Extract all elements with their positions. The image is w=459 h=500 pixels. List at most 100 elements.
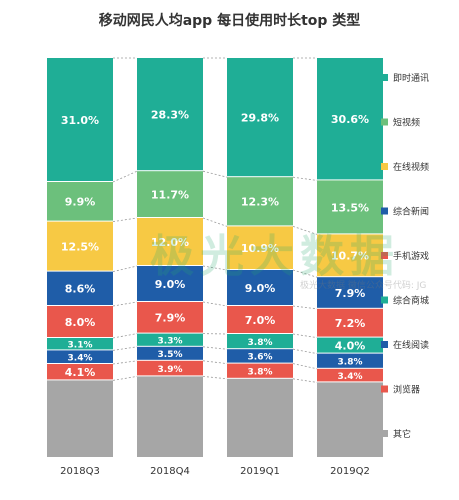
connector-line: [202, 170, 228, 178]
data-label: 3.8%: [248, 338, 273, 348]
bar-segment: [227, 306, 293, 333]
data-label: 11.7%: [151, 189, 189, 202]
bar-segment: [47, 350, 113, 363]
legend-swatch: [381, 385, 388, 393]
bar-column: 4.1% 3.4% 3.1% 8.0% 8.6% 12.5% 9.9% 31.0%: [47, 58, 113, 457]
data-label: 4.1%: [65, 366, 96, 379]
data-label: 3.8%: [338, 357, 363, 367]
connector-line: [292, 333, 318, 338]
data-label: 10.7%: [331, 250, 369, 263]
bar-segment: [47, 338, 113, 350]
data-label: 3.3%: [158, 336, 183, 346]
data-label: 3.5%: [158, 350, 183, 360]
connector-line: [292, 348, 318, 354]
bar-segment: [137, 218, 203, 265]
bar-segment: [137, 333, 203, 346]
chart-title: 移动网民人均app 每日使用时长top 类型: [98, 13, 361, 29]
bar-column: 3.8% 3.6% 3.8% 7.0% 9.0% 10.9% 12.3% 29.8%: [227, 58, 293, 457]
bar-segment: [317, 234, 383, 277]
legend-label: 其它: [393, 428, 411, 440]
bar-segment: [317, 277, 383, 308]
connector-line: [112, 301, 138, 307]
data-label: 13.5%: [331, 201, 369, 214]
bar-column: 3.9% 3.5% 3.3% 7.9% 9.0% 12.0% 11.7% 28.3%: [137, 58, 203, 457]
bar-segment: [47, 364, 113, 380]
legend-swatch: [381, 430, 388, 437]
data-label: 3.9%: [158, 365, 183, 375]
data-label: 28.3%: [151, 109, 189, 122]
legend-label: 在线视频: [393, 161, 429, 173]
data-label: 29.8%: [241, 112, 279, 125]
bar-segment: [137, 376, 203, 457]
connector-line: [202, 217, 228, 227]
connector-line: [112, 376, 138, 381]
connector-line: [202, 376, 228, 380]
bar-segment: [317, 337, 383, 353]
data-label: 3.6%: [248, 353, 273, 363]
data-label: 8.6%: [65, 283, 96, 296]
bar-segment: [47, 380, 113, 457]
legend-swatch: [381, 207, 388, 215]
legend-label: 即时通讯: [393, 72, 429, 84]
bar-segment: [47, 182, 113, 221]
data-label: 3.8%: [248, 367, 273, 377]
data-label: 12.3%: [241, 196, 279, 209]
data-label: 9.0%: [155, 278, 186, 291]
connector-line: [202, 346, 228, 350]
legend-label: 短视频: [393, 117, 420, 129]
bar-segment: [227, 334, 293, 349]
bar-segment: [47, 221, 113, 271]
connector-lines: [112, 57, 318, 383]
bar-segment: [317, 180, 383, 234]
legend-label: 浏览器: [393, 384, 420, 396]
data-label: 8.0%: [65, 316, 96, 329]
connector-line: [292, 305, 318, 310]
data-label: 7.9%: [155, 312, 186, 325]
bar-segment: [137, 171, 203, 217]
bar-segment: [137, 266, 203, 301]
bar-segment: [47, 271, 113, 305]
bar-segment: [47, 58, 113, 181]
data-label: 3.4%: [338, 372, 363, 382]
connector-line: [292, 378, 318, 383]
bar-segment: [227, 349, 293, 363]
x-tick-label: 2019Q1: [240, 466, 280, 477]
data-label: 30.6%: [331, 113, 369, 126]
legend-swatch: [381, 74, 388, 81]
data-label: 3.4%: [68, 353, 93, 363]
data-label: 12.0%: [151, 236, 189, 249]
connector-line: [292, 176, 318, 181]
bar-segment: [47, 306, 113, 337]
connector-line: [202, 301, 228, 307]
bar-segment: [137, 58, 203, 171]
connector-line: [112, 170, 138, 183]
data-label: 9.0%: [245, 282, 276, 295]
connector-line: [292, 269, 318, 278]
legend-swatch: [381, 341, 388, 348]
data-label: 4.0%: [335, 340, 366, 353]
data-label: 10.9%: [241, 242, 279, 255]
bar-segment: [137, 302, 203, 333]
x-tick-label: 2019Q2: [330, 466, 370, 477]
connector-line: [112, 217, 138, 222]
legend-swatch: [381, 296, 388, 304]
connector-line: [292, 226, 318, 235]
data-label: 3.1%: [68, 340, 93, 350]
connector-line: [112, 346, 138, 351]
bar-segment: [317, 353, 383, 368]
data-label: 9.9%: [65, 196, 96, 209]
legend-label: 综合商城: [393, 295, 429, 307]
bar-segment: [317, 308, 383, 337]
bar-segment: [317, 368, 383, 382]
legend-swatch: [381, 252, 388, 259]
data-label: 7.2%: [335, 317, 366, 330]
connector-line: [202, 360, 228, 364]
bar-segment: [227, 58, 293, 177]
data-label: 7.0%: [245, 314, 276, 327]
x-tick-label: 2018Q4: [150, 466, 190, 477]
bar-segment: [227, 270, 293, 305]
connector-line: [112, 265, 138, 272]
data-label: 12.5%: [61, 241, 99, 254]
bar-segment: [227, 226, 293, 269]
